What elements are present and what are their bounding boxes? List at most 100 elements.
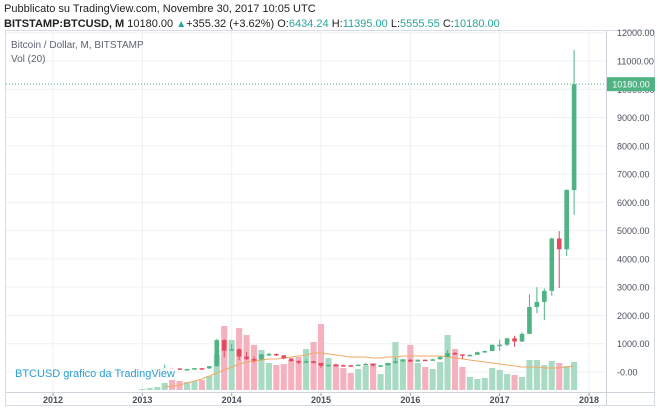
candle[interactable] [534, 287, 540, 314]
open-value: 6434.24 [288, 18, 329, 30]
volume-bar [504, 374, 511, 390]
candle-body [363, 363, 368, 366]
candle[interactable] [497, 339, 502, 351]
candle[interactable] [214, 339, 220, 367]
last-price-label: 10180.00 [612, 80, 650, 90]
x-tick-label: 2018 [579, 395, 599, 405]
volume-bar [221, 326, 228, 390]
y-tick-label: 6000.00 [617, 198, 650, 208]
candle[interactable] [199, 368, 205, 370]
candle[interactable] [348, 364, 354, 367]
candle[interactable] [527, 293, 532, 334]
candle[interactable] [564, 189, 569, 257]
series-title[interactable]: Bitcoin / Dollar, M, BITSTAMP [11, 40, 144, 51]
tradingview-watermark-link[interactable]: BTCUSD grafico da TradingView [12, 368, 178, 380]
candle[interactable] [251, 356, 257, 363]
candle[interactable] [556, 231, 562, 289]
candle[interactable] [341, 364, 346, 367]
y-tick-label: 7000.00 [617, 170, 650, 180]
candle[interactable] [288, 358, 294, 362]
candle[interactable] [281, 355, 287, 360]
volume-bar [295, 357, 302, 390]
volume-bar [451, 349, 459, 390]
y-tick-label: -0.00 [617, 368, 638, 378]
candle-body [564, 190, 569, 250]
volume-title[interactable]: Vol (20) [11, 54, 46, 65]
candle[interactable] [236, 348, 242, 361]
candle-body [445, 352, 450, 357]
candle[interactable] [296, 360, 301, 365]
volume-bar [496, 370, 503, 390]
candle[interactable] [318, 362, 324, 368]
candle[interactable] [452, 352, 458, 356]
chart-frame[interactable] [5, 30, 655, 406]
candle[interactable] [311, 361, 316, 364]
candle[interactable] [370, 363, 376, 367]
candle[interactable] [363, 363, 368, 366]
candle[interactable] [326, 364, 331, 367]
candle[interactable] [415, 359, 421, 362]
candle[interactable] [430, 358, 435, 361]
candle[interactable] [177, 368, 182, 370]
candle[interactable] [437, 356, 443, 360]
volume-bar [384, 363, 392, 390]
candle[interactable] [422, 359, 428, 362]
candle[interactable] [378, 365, 383, 367]
candle-body [378, 365, 383, 367]
candle[interactable] [393, 358, 398, 364]
candle-body [274, 353, 279, 356]
close-value: 10180.00 [453, 18, 500, 30]
candle[interactable] [542, 288, 547, 320]
symbol-label[interactable]: BITSTAMP:BTCUSD, M [4, 18, 125, 30]
candle[interactable] [385, 362, 391, 366]
candle[interactable] [408, 358, 413, 362]
candle[interactable] [274, 353, 279, 356]
candle-body [534, 301, 540, 307]
volume-bar [265, 363, 272, 390]
candle[interactable] [549, 237, 555, 296]
candle[interactable] [266, 352, 272, 357]
candle[interactable] [192, 368, 197, 370]
candle-body [326, 364, 331, 367]
candle[interactable] [221, 339, 227, 358]
candle-body [259, 354, 264, 360]
candle-body [370, 363, 376, 366]
candle[interactable] [467, 354, 473, 357]
volume-bar [444, 335, 451, 390]
quote-header: BITSTAMP:BTCUSD, M 10180.00 ▲+355.32 (+3… [4, 18, 500, 30]
candle[interactable] [184, 368, 190, 371]
candle[interactable] [259, 353, 264, 361]
candle[interactable] [482, 350, 488, 353]
candle-body [408, 359, 413, 362]
volume-bar [191, 381, 198, 390]
volume-bar [511, 375, 518, 390]
candle[interactable] [571, 49, 577, 215]
candle[interactable] [475, 351, 480, 355]
candle[interactable] [333, 363, 339, 367]
candle[interactable] [244, 351, 249, 360]
candle[interactable] [519, 332, 525, 343]
candle[interactable] [512, 335, 517, 347]
candle[interactable] [229, 343, 234, 351]
candle-body [556, 238, 562, 250]
candle[interactable] [445, 349, 450, 358]
candle[interactable] [489, 344, 495, 352]
candle[interactable] [355, 364, 361, 367]
candle[interactable] [504, 337, 510, 347]
grid-layer [6, 31, 606, 392]
candle-body [318, 362, 324, 366]
x-tick-label: 2016 [400, 395, 420, 405]
candle[interactable] [460, 354, 465, 359]
volume-bar [362, 366, 369, 390]
candle[interactable] [400, 358, 406, 363]
candle-body [549, 238, 555, 291]
candle[interactable] [207, 365, 212, 370]
candle-body [266, 353, 272, 356]
candle-body [244, 356, 249, 360]
candle-body [475, 352, 480, 355]
volume-bar [541, 365, 548, 390]
candle[interactable] [303, 358, 309, 363]
volume-bar [317, 324, 325, 390]
candle-body [281, 355, 287, 359]
